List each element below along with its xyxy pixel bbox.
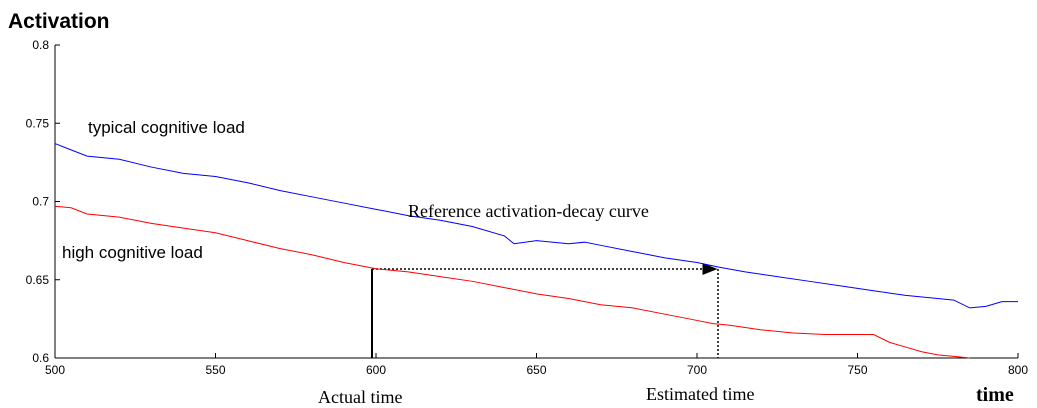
x-tick-label: 700 xyxy=(687,363,707,377)
x-tick-label: 650 xyxy=(526,363,546,377)
x-tick-label: 550 xyxy=(205,363,225,377)
y-tick-label: 0.7 xyxy=(32,195,49,209)
y-tick-label: 0.75 xyxy=(26,116,50,130)
x-axis-label: time xyxy=(976,384,1014,406)
annotation: Reference activation-decay curve xyxy=(408,201,649,221)
y-tick-label: 0.8 xyxy=(32,38,49,52)
x-tick-label: 600 xyxy=(366,363,386,377)
line xyxy=(54,143,1018,309)
x-tick-label: 750 xyxy=(847,363,867,377)
series-label: typical cognitive load xyxy=(88,118,245,137)
x-tick-label: 500 xyxy=(45,363,65,377)
annotation: Actual time xyxy=(318,387,403,407)
y-axis-label: Activation xyxy=(8,10,110,33)
series-label: high cognitive load xyxy=(62,243,203,262)
line xyxy=(54,205,970,359)
x-tick-label: 800 xyxy=(1008,363,1028,377)
annotation: Estimated time xyxy=(646,384,755,404)
y-tick-label: 0.6 xyxy=(32,351,49,365)
y-tick-label: 0.65 xyxy=(26,273,50,287)
